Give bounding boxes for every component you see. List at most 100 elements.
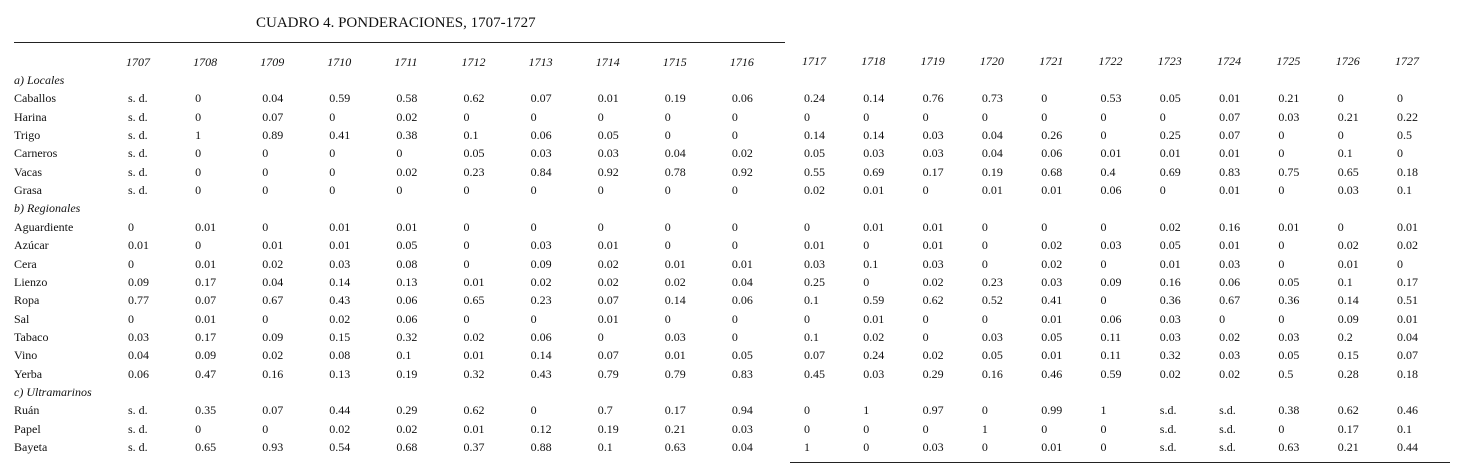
cell: 0.03	[922, 146, 944, 161]
cell: 0.01	[1397, 311, 1418, 326]
cell: 0.09	[530, 256, 552, 271]
cell: 0	[262, 183, 269, 198]
bottom-rule	[790, 462, 1450, 463]
cell: 0.01	[1159, 256, 1181, 271]
cell: 0.78	[664, 164, 686, 179]
cell: 0.03	[1159, 311, 1181, 326]
cell: 0.25	[804, 274, 825, 289]
cell: 0.01	[1159, 146, 1181, 161]
cell: 0.83	[1219, 164, 1241, 179]
cell: s. d.	[128, 109, 148, 124]
year-header: 1713	[528, 55, 553, 69]
cell: 0.02	[863, 329, 885, 344]
cell: 0	[1041, 421, 1048, 436]
cell: 0.01	[664, 256, 686, 271]
cell: 0.02	[1337, 238, 1359, 253]
cell: 0	[1100, 256, 1107, 271]
cell: 0	[1278, 421, 1285, 436]
cell: 0.17	[1397, 274, 1418, 289]
cell: 0.63	[664, 440, 686, 454]
cell: 0	[195, 109, 202, 124]
cell: 0.47	[195, 366, 217, 381]
cell: 0.16	[1219, 219, 1241, 234]
cell: 0.1	[396, 348, 412, 363]
cell: 0.02	[262, 348, 284, 363]
cell: 0.06	[396, 311, 418, 326]
cell: 0.05	[1159, 238, 1181, 253]
cell: 0.84	[530, 164, 552, 179]
cell: 0.69	[863, 164, 885, 179]
cell: 0.14	[329, 274, 351, 289]
cell: 0.06	[530, 329, 552, 344]
cell: 0	[922, 421, 929, 436]
cell: 0	[195, 421, 202, 436]
cell: 0.03	[1278, 329, 1300, 344]
cell: s.d.	[1159, 421, 1177, 436]
cell: 0.03	[731, 421, 753, 436]
cell: 0.02	[1397, 238, 1418, 253]
cell: 0.51	[1397, 293, 1418, 308]
cell: 0.69	[1159, 164, 1181, 179]
cell: 0.05	[1278, 274, 1300, 289]
cell: 0.14	[863, 91, 885, 106]
cell: 0.01	[922, 238, 944, 253]
cell: 0.03	[597, 146, 619, 161]
cell: 0.05	[597, 128, 619, 143]
year-header: 1718	[861, 54, 886, 68]
cell: 0	[329, 146, 336, 161]
cell: 0	[1278, 128, 1285, 143]
cell: 0	[396, 183, 403, 198]
cell: 0	[597, 329, 604, 344]
cell: 0.14	[1337, 293, 1359, 308]
cell: 0.65	[195, 440, 217, 454]
cell: 0	[1278, 238, 1285, 253]
cell: 0.01	[1397, 219, 1418, 234]
cell: 0	[396, 146, 403, 161]
row-label: Ropa	[14, 293, 40, 308]
cell: 0	[195, 91, 202, 106]
cell: 0	[922, 183, 929, 198]
cell: 0.17	[664, 403, 686, 418]
cell: 0.14	[863, 128, 885, 143]
cell: 0	[329, 109, 336, 124]
cell: s. d.	[128, 146, 148, 161]
cell: 0.19	[664, 91, 686, 106]
cell: 0.1	[1397, 183, 1412, 198]
cell: 0	[530, 109, 537, 124]
section-label: c) Ultramarinos	[14, 384, 92, 399]
cell: 0	[1159, 109, 1166, 124]
cell: 0.99	[1041, 403, 1063, 418]
cell: 0.06	[396, 293, 418, 308]
cell: 0.05	[804, 146, 825, 161]
cell: 0.01	[981, 183, 1003, 198]
cell: 0.03	[981, 329, 1003, 344]
cell: 0	[731, 311, 738, 326]
cell: 0.1	[804, 293, 819, 308]
cell: 0.23	[981, 274, 1003, 289]
cell: 0.01	[329, 238, 351, 253]
cell: 0.05	[1278, 348, 1300, 363]
cell: 0.93	[262, 440, 284, 454]
cell: 0.35	[195, 403, 217, 418]
row-label: Trigo	[14, 128, 41, 143]
cell: 0	[1100, 109, 1107, 124]
cell: 0	[922, 109, 929, 124]
cell: 0.67	[262, 293, 284, 308]
cell: 0.01	[1100, 146, 1122, 161]
cell: 0	[530, 219, 537, 234]
cell: 0.06	[128, 366, 149, 381]
cell: 0.04	[731, 274, 753, 289]
title: CUADRO 4. PONDERACIONES, 1707-1727	[256, 15, 536, 31]
cell: 0.14	[804, 128, 825, 143]
cell: 0.01	[128, 238, 149, 253]
year-header: 1723	[1157, 54, 1182, 68]
cell: 0.59	[863, 293, 885, 308]
cell: 0	[195, 146, 202, 161]
cell: 0.02	[1159, 366, 1181, 381]
cell: 0	[262, 421, 269, 436]
cell: 0.65	[463, 293, 485, 308]
cell: 0.43	[329, 293, 351, 308]
cell: 0.02	[1041, 256, 1063, 271]
cell: 0.07	[1219, 109, 1241, 124]
cell: s. d.	[128, 183, 148, 198]
